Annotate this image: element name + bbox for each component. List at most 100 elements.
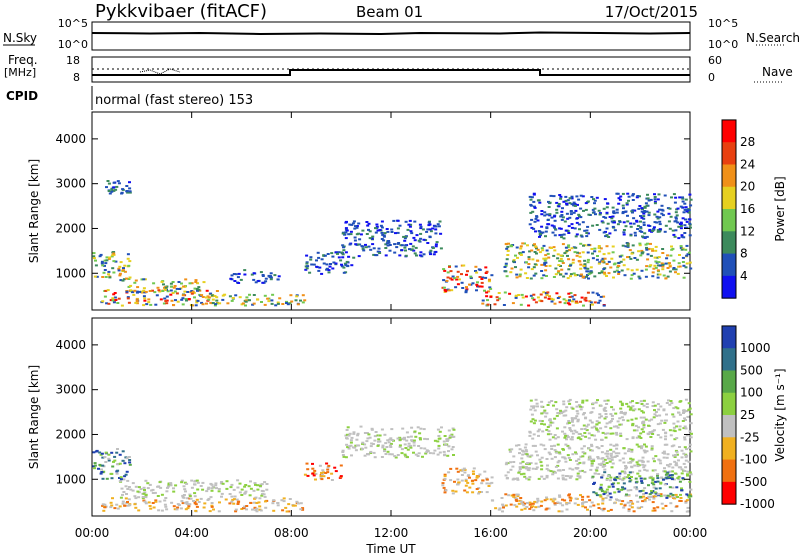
- echo-cell: [633, 486, 637, 489]
- echo-cell: [546, 426, 550, 428]
- echo-cell: [127, 456, 131, 458]
- echo-cell: [575, 431, 579, 434]
- echo-cell: [506, 245, 510, 248]
- echo-cell: [661, 265, 665, 268]
- echo-cell: [649, 436, 653, 438]
- echo-cell: [603, 273, 607, 276]
- echo-cell: [533, 444, 537, 447]
- echo-cell: [566, 302, 570, 305]
- echo-cell: [376, 444, 380, 447]
- echo-cell: [468, 476, 471, 479]
- echo-cell: [575, 478, 579, 481]
- echo-cell: [682, 276, 686, 279]
- echo-cell: [103, 264, 106, 267]
- echo-cell: [581, 434, 584, 437]
- echo-cell: [356, 434, 360, 437]
- echo-cell: [576, 463, 580, 466]
- echo-cell: [128, 187, 132, 190]
- echo-cell: [680, 472, 684, 475]
- echo-cell: [194, 479, 198, 482]
- echo-cell: [567, 268, 571, 271]
- echo-cell: [682, 211, 686, 214]
- echo-cell: [519, 473, 523, 476]
- echo-cell: [518, 273, 522, 276]
- echo-cell: [661, 268, 665, 271]
- echo-cell: [592, 483, 596, 485]
- echo-cell: [602, 460, 606, 463]
- echo-cell: [289, 294, 293, 297]
- echo-cell: [129, 289, 133, 292]
- echo-cell: [144, 290, 148, 293]
- echo-cell: [557, 510, 561, 513]
- echo-cell: [210, 487, 214, 490]
- echo-cell: [598, 250, 602, 253]
- echo-cell: [689, 226, 692, 229]
- echo-cell: [244, 299, 248, 302]
- echo-cell: [107, 453, 111, 456]
- echo-cell: [620, 470, 624, 473]
- echo-cell: [212, 508, 215, 511]
- echo-cell: [642, 424, 646, 427]
- echo-cell: [689, 204, 693, 207]
- echo-cell: [676, 272, 680, 275]
- echo-cell: [225, 480, 229, 483]
- echo-cell: [551, 436, 555, 439]
- echo-cell: [173, 285, 177, 287]
- echo-cell: [504, 504, 508, 507]
- echo-cell: [685, 208, 688, 211]
- echo-cell: [571, 468, 575, 471]
- time-axis-label: Time UT: [365, 542, 416, 554]
- echo-cell: [243, 492, 247, 495]
- echo-cell: [172, 304, 176, 306]
- echo-cell: [393, 455, 397, 458]
- echo-cell: [233, 498, 236, 501]
- echo-cell: [230, 495, 234, 498]
- echo-cell: [663, 494, 667, 497]
- echo-cell: [643, 451, 647, 454]
- echo-cell: [689, 413, 693, 416]
- echo-cell: [666, 267, 670, 269]
- echo-cell: [344, 264, 348, 267]
- echo-cell: [551, 421, 555, 424]
- echo-cell: [569, 292, 573, 294]
- echo-cell: [456, 283, 460, 286]
- echo-cell: [670, 478, 674, 481]
- echo-cell: [230, 483, 234, 486]
- echo-cell: [613, 221, 616, 224]
- echo-cell: [611, 417, 614, 420]
- echo-cell: [618, 220, 622, 223]
- echo-cell: [558, 194, 562, 196]
- echo-cell: [592, 491, 596, 494]
- echo-cell: [634, 417, 638, 420]
- echo-cell: [366, 437, 370, 440]
- echo-cell: [525, 477, 528, 480]
- echo-cell: [381, 444, 385, 447]
- echo-cell: [581, 498, 584, 501]
- echo-cell: [602, 207, 606, 210]
- echo-cell: [557, 451, 561, 454]
- echo-cell: [463, 468, 467, 471]
- echo-cell: [564, 478, 568, 481]
- echo-cell: [529, 198, 533, 201]
- echo-cell: [531, 505, 535, 508]
- echo-cell: [277, 275, 281, 278]
- station-title: Pykkvibaer (fitACF): [95, 1, 267, 22]
- echo-cell: [601, 457, 605, 460]
- echo-cell: [276, 301, 280, 304]
- echo-cell: [640, 459, 644, 462]
- echo-cell: [518, 468, 522, 470]
- echo-cell: [656, 403, 660, 406]
- echo-cell: [527, 304, 531, 307]
- echo-cell: [687, 496, 691, 499]
- echo-cell: [431, 247, 435, 249]
- colorbar-tick-label: 12: [740, 224, 755, 238]
- echo-cell: [573, 204, 577, 207]
- echo-cell: [390, 428, 394, 431]
- echo-cell: [616, 482, 620, 485]
- echo-cell: [560, 236, 564, 239]
- echo-cell: [632, 510, 636, 513]
- echo-cell: [635, 258, 639, 261]
- echo-cell: [313, 469, 317, 472]
- echo-cell: [269, 272, 273, 275]
